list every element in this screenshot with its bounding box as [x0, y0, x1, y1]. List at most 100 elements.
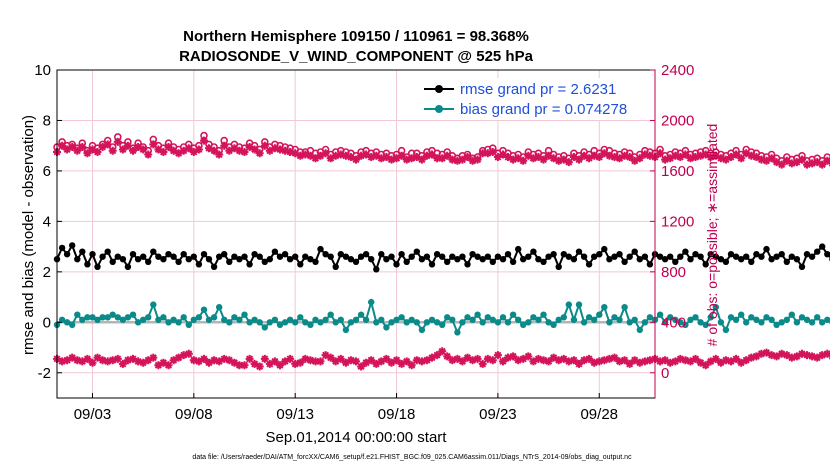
assimilated-point	[656, 149, 665, 158]
assimilated-point	[372, 151, 381, 160]
bias-point	[200, 306, 208, 313]
bias-point	[134, 319, 142, 326]
assimilated-point	[453, 156, 462, 165]
rmse-point	[444, 258, 451, 265]
assimilated-point	[438, 154, 447, 163]
assimilated-point	[509, 155, 518, 164]
rmse-point	[469, 251, 476, 258]
obs-count-lower-point	[336, 354, 345, 363]
rmse-point	[520, 256, 527, 263]
bias-point	[727, 314, 735, 321]
bias-point	[180, 314, 187, 321]
bias-point	[155, 316, 162, 323]
bias-point	[778, 319, 785, 326]
rmse-point	[591, 253, 598, 260]
rmse-point	[236, 256, 243, 263]
x-tick-label: 09/08	[175, 406, 213, 423]
obs-count-lower-point	[93, 353, 102, 362]
rmse-point	[190, 253, 197, 260]
assimilated-point	[123, 141, 132, 150]
rmse-point	[504, 251, 512, 258]
bias-point	[575, 301, 583, 308]
obs-count-lower-point	[580, 356, 589, 365]
rmse-point	[494, 253, 502, 260]
bias-point	[672, 316, 679, 323]
assimilated-point	[782, 156, 791, 165]
bias-point	[697, 319, 704, 326]
bias-point	[256, 319, 263, 326]
left-y-tick-label: 4	[43, 213, 51, 230]
rmse-point	[307, 256, 314, 263]
rmse-point	[256, 253, 263, 260]
obs-count-lower-point	[640, 357, 649, 366]
rmse-point	[743, 253, 750, 260]
bias-point	[99, 314, 106, 321]
bias-point	[221, 316, 228, 323]
assimilated-point	[752, 153, 761, 161]
bias-point	[231, 314, 238, 321]
assimilated-point	[463, 153, 472, 161]
assimilated-point	[255, 149, 264, 158]
rmse-point	[763, 245, 770, 253]
rmse-point	[292, 253, 299, 260]
assimilated-point	[747, 151, 756, 160]
bias-point	[74, 311, 81, 318]
rmse-point	[140, 253, 147, 260]
assimilated-point	[529, 154, 538, 163]
rmse-point	[697, 253, 704, 260]
assimilated-point	[524, 151, 533, 160]
rmse-point	[824, 251, 830, 258]
bias-point	[793, 319, 801, 326]
assimilated-point	[205, 144, 213, 153]
obs-count-lower-point	[600, 356, 609, 365]
obs-count-lower-point	[610, 353, 619, 362]
obs-count-lower-point	[727, 357, 735, 366]
rmse-point	[84, 261, 91, 268]
obs-count-lower-point	[509, 352, 518, 361]
obs-count-lower-point	[78, 357, 87, 366]
obs-count-lower-point	[63, 356, 72, 365]
rmse-point	[545, 253, 552, 260]
assimilated-point	[539, 155, 548, 164]
bias-point	[79, 316, 86, 323]
obs-count-lower-point	[194, 357, 203, 366]
rmse-point	[530, 248, 537, 255]
bias-point	[175, 319, 182, 326]
bias-point	[408, 316, 415, 323]
rmse-point	[160, 256, 167, 263]
assimilated-point	[159, 148, 168, 156]
obs-count-lower-point	[590, 358, 599, 367]
obs-count-lower-point	[179, 351, 188, 360]
obs-count-lower-point	[73, 356, 82, 365]
obs-count-lower-point	[311, 357, 320, 366]
assimilated-point	[514, 154, 523, 163]
assimilated-point	[352, 155, 360, 164]
assimilated-point	[291, 149, 300, 158]
assimilated-point	[392, 154, 401, 163]
assimilated-point	[129, 146, 137, 155]
rmse-point	[788, 253, 795, 260]
obs-count-lower-point	[296, 358, 305, 367]
rmse-point	[423, 253, 431, 260]
rmse-point	[717, 256, 725, 263]
obs-count-lower-point	[676, 354, 685, 363]
rmse-point	[575, 248, 583, 255]
obs-count-lower-point	[493, 351, 502, 360]
rmse-point	[246, 261, 253, 268]
rmse-point	[540, 258, 547, 265]
bias-point	[124, 314, 132, 321]
assimilated-point	[554, 156, 563, 165]
obs-count-lower-point	[473, 354, 482, 363]
rmse-point	[185, 256, 192, 263]
assimilated-point	[428, 150, 436, 159]
obs-count-lower-point	[605, 354, 614, 363]
obs-count-lower-point	[412, 356, 421, 365]
rmse-point	[327, 253, 334, 260]
assimilated-point	[686, 154, 695, 163]
obs-count-lower-point	[585, 354, 594, 363]
assimilated-point	[200, 136, 208, 145]
assimilated-point	[716, 154, 725, 163]
bias-point	[362, 316, 370, 323]
assimilated-point	[585, 154, 594, 163]
obs-count-lower-point	[377, 357, 386, 366]
